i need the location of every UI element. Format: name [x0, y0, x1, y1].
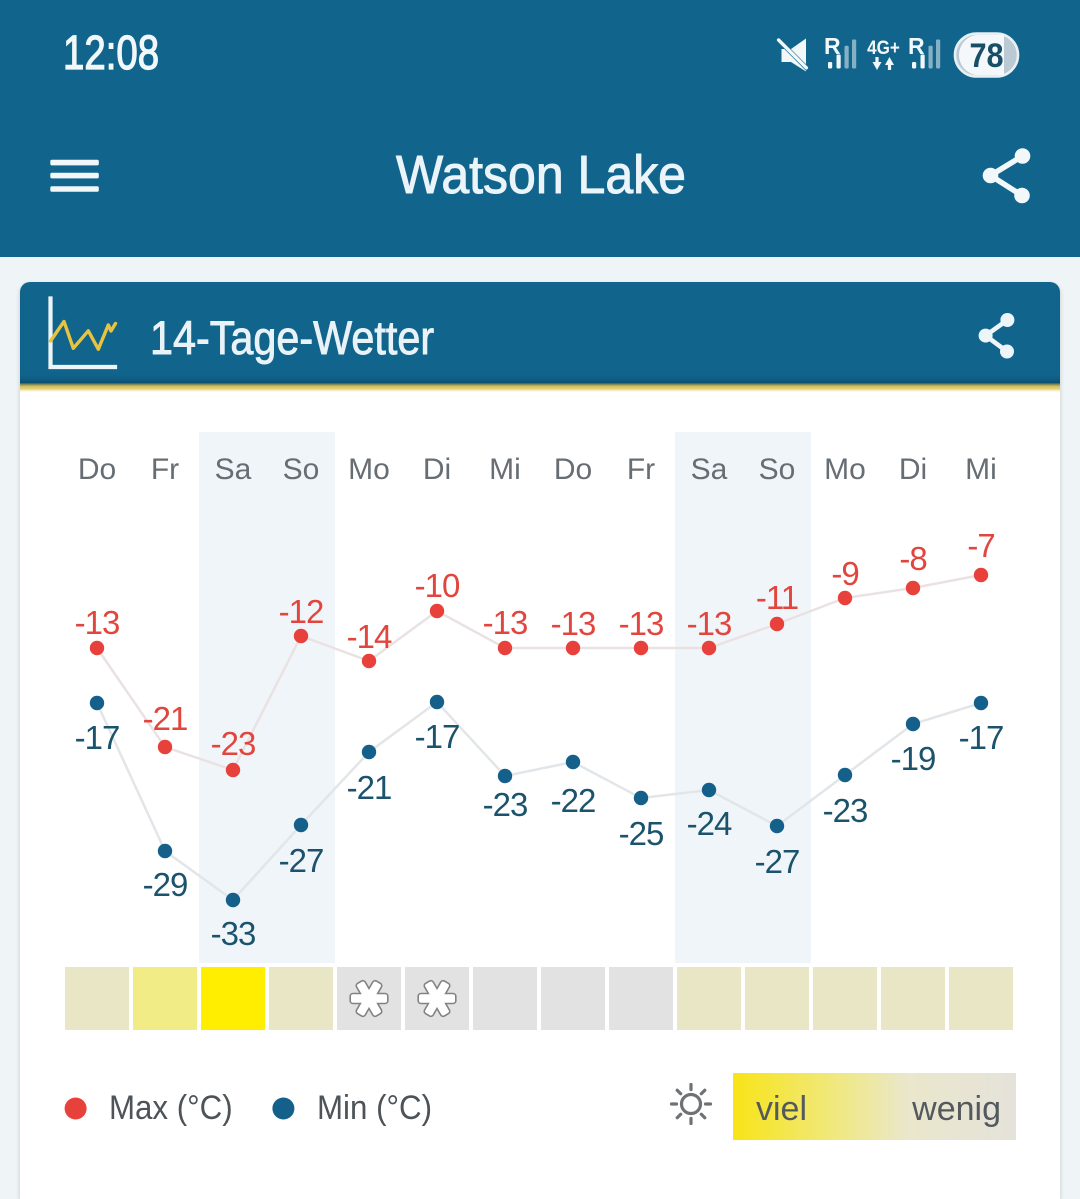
svg-text:-13: -13	[483, 604, 528, 641]
svg-text:Min (°C): Min (°C)	[317, 1088, 432, 1127]
svg-text:-13: -13	[551, 605, 596, 642]
svg-text:So: So	[759, 453, 796, 486]
svg-text:Fr: Fr	[151, 453, 179, 486]
svg-text:4G+: 4G+	[867, 37, 900, 58]
svg-text:-21: -21	[143, 700, 188, 737]
svg-text:Max (°C): Max (°C)	[109, 1088, 233, 1127]
svg-text:-23: -23	[823, 792, 868, 829]
svg-text:78: 78	[969, 37, 1003, 75]
svg-text:-13: -13	[619, 605, 664, 642]
svg-text:Di: Di	[899, 453, 927, 486]
svg-text:-27: -27	[755, 843, 800, 880]
svg-text:-7: -7	[967, 527, 994, 564]
svg-text:Watson Lake: Watson Lake	[396, 145, 686, 205]
svg-text:-12: -12	[279, 593, 324, 630]
svg-text:-10: -10	[415, 567, 460, 604]
svg-text:R: R	[908, 33, 925, 59]
svg-text:So: So	[283, 453, 320, 486]
svg-text:-17: -17	[959, 719, 1004, 756]
svg-text:Mo: Mo	[348, 453, 390, 486]
svg-text:viel: viel	[756, 1090, 807, 1128]
svg-text:Do: Do	[78, 453, 116, 486]
svg-text:-23: -23	[211, 725, 256, 762]
svg-text:R: R	[824, 33, 841, 59]
svg-text:-14: -14	[347, 618, 392, 655]
svg-text:Mi: Mi	[489, 453, 521, 486]
svg-text:-24: -24	[687, 805, 732, 842]
svg-text:-11: -11	[756, 579, 798, 616]
svg-text:-17: -17	[75, 719, 120, 756]
svg-text:-13: -13	[687, 605, 732, 642]
svg-text:-22: -22	[551, 782, 596, 819]
svg-text:-29: -29	[143, 866, 188, 903]
svg-text:-27: -27	[279, 842, 324, 879]
svg-text:Sa: Sa	[215, 453, 252, 486]
svg-text:Di: Di	[423, 453, 451, 486]
svg-text:-33: -33	[211, 915, 256, 952]
svg-text:-23: -23	[483, 786, 528, 823]
svg-text:-17: -17	[415, 718, 460, 755]
svg-text:-8: -8	[899, 540, 926, 577]
svg-text:-13: -13	[75, 604, 120, 641]
svg-text:-25: -25	[619, 815, 664, 852]
svg-text:-21: -21	[347, 769, 392, 806]
svg-text:Mo: Mo	[824, 453, 866, 486]
svg-text:-19: -19	[891, 740, 936, 777]
svg-text:-9: -9	[831, 555, 858, 592]
svg-text:12:08: 12:08	[63, 27, 159, 80]
svg-text:14-Tage-Wetter: 14-Tage-Wetter	[150, 313, 434, 365]
svg-text:Sa: Sa	[691, 453, 728, 486]
svg-text:wenig: wenig	[911, 1090, 1001, 1128]
svg-text:Do: Do	[554, 453, 592, 486]
svg-text:Mi: Mi	[965, 453, 997, 486]
svg-text:Fr: Fr	[627, 453, 655, 486]
